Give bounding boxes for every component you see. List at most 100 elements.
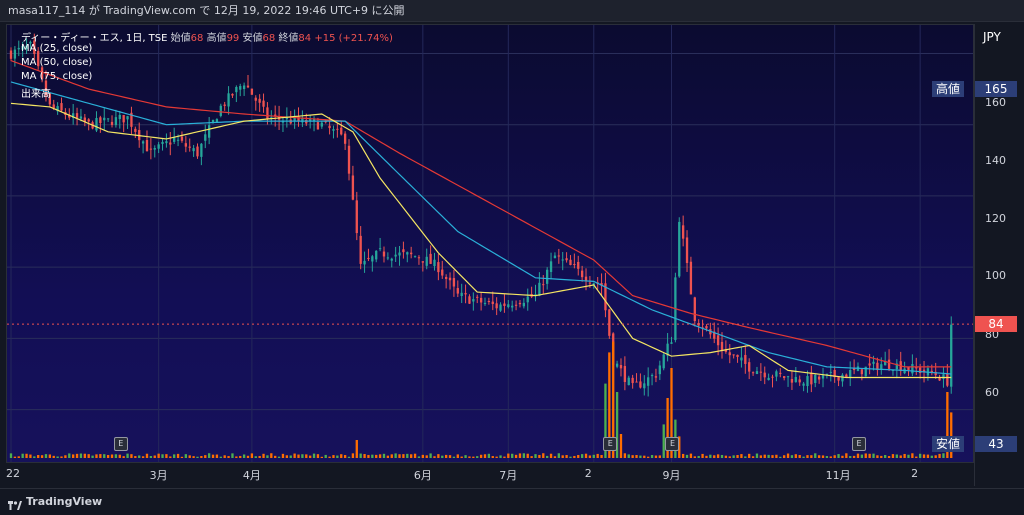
candle-body xyxy=(802,383,805,386)
volume-bar xyxy=(444,454,448,458)
candle-body xyxy=(833,369,836,378)
candle-body xyxy=(231,93,234,96)
candle-body xyxy=(44,80,48,96)
candle-body xyxy=(21,45,24,50)
volume-bar xyxy=(685,454,689,458)
volume-bar xyxy=(534,454,537,458)
volume-bar xyxy=(503,456,506,458)
candle-body xyxy=(324,121,327,123)
volume-bar xyxy=(75,453,79,458)
candle-body xyxy=(40,67,44,80)
volume-bar xyxy=(48,454,52,458)
volume-bar xyxy=(825,456,829,458)
volume-bar xyxy=(802,456,805,458)
high-price-tag-value: 165 xyxy=(975,81,1017,97)
price-axis[interactable]: JPY 160 140 120 100 80 60 165 84 43 xyxy=(974,24,1018,486)
candle-body xyxy=(759,371,763,373)
earnings-marker-icon[interactable]: E xyxy=(603,437,618,451)
volume-bar xyxy=(891,454,895,458)
candle-body xyxy=(790,379,794,383)
ma75-legend[interactable]: MA (75, close) xyxy=(21,71,93,82)
candle-body xyxy=(118,114,121,120)
volume-bar xyxy=(309,455,312,458)
candle-body xyxy=(565,258,568,261)
volume-bar xyxy=(184,454,187,458)
price-chart[interactable] xyxy=(7,25,973,485)
earnings-marker-icon[interactable]: E xyxy=(665,437,680,451)
ma25-legend[interactable]: MA (25, close) xyxy=(21,43,93,54)
volume-bar xyxy=(207,453,211,458)
candle-body xyxy=(316,122,320,130)
candle-body xyxy=(204,134,207,141)
candle-body xyxy=(25,45,28,50)
volume-bar xyxy=(367,454,370,458)
volume-bar xyxy=(437,454,440,458)
candle-body xyxy=(887,359,891,369)
volume-bar xyxy=(876,455,879,458)
candle-body xyxy=(744,354,747,364)
candle-body xyxy=(895,363,898,370)
ma50-legend[interactable]: MA (50, close) xyxy=(21,57,93,68)
candle-body xyxy=(176,139,180,141)
candle-body xyxy=(165,141,168,144)
candle-body xyxy=(771,376,774,378)
volume-bar xyxy=(188,455,191,458)
volume-bar xyxy=(460,456,463,458)
candle-body xyxy=(499,304,502,311)
candle-body xyxy=(779,372,782,374)
candle-body xyxy=(561,259,564,261)
symbol-title: ディー・ディー・エス, 1日, TSE xyxy=(21,33,168,44)
volume-bar xyxy=(530,456,533,458)
volume-bar xyxy=(235,456,238,458)
volume-bar xyxy=(720,454,724,458)
tradingview-logo-icon[interactable] xyxy=(8,496,22,510)
candle-body xyxy=(95,117,98,131)
volume-bar xyxy=(87,454,90,458)
candle-body xyxy=(798,379,801,383)
volume-bar xyxy=(211,454,215,458)
candle-body xyxy=(429,253,432,264)
candle-body xyxy=(87,119,90,122)
candle-body xyxy=(301,117,304,123)
volume-bar xyxy=(946,392,949,458)
volume-bar xyxy=(297,454,300,458)
volume-bar xyxy=(755,453,759,458)
time-axis[interactable]: 22 3月 4月 6月 7月 2 9月 11月 2 xyxy=(6,462,974,486)
volume-bar xyxy=(658,455,661,458)
volume-bar xyxy=(670,368,673,458)
volume-bar xyxy=(196,456,199,458)
tradingview-brand[interactable]: TradingView xyxy=(26,495,103,508)
volume-bar xyxy=(417,456,421,458)
candle-body xyxy=(413,256,417,258)
candle-body xyxy=(479,297,483,303)
volume-bar xyxy=(328,456,331,458)
volume-bar xyxy=(608,352,611,458)
volume-bar xyxy=(783,455,786,458)
volume-bar xyxy=(25,453,28,458)
candle-body xyxy=(852,368,856,371)
candle-body xyxy=(309,118,312,122)
volume-bar xyxy=(654,455,658,458)
candle-body xyxy=(783,376,786,378)
volume-bar xyxy=(701,453,704,458)
candle-body xyxy=(817,376,821,380)
earnings-marker-icon[interactable]: E xyxy=(113,437,128,451)
earnings-marker-icon[interactable]: E xyxy=(851,437,866,451)
volume-bar xyxy=(476,456,479,458)
volume-bar xyxy=(122,456,125,458)
candle-body xyxy=(751,372,755,374)
candle-body xyxy=(13,49,17,59)
volume-bar xyxy=(138,455,141,458)
candle-body xyxy=(514,304,518,306)
candle-body xyxy=(666,343,669,356)
chart-pane[interactable]: ディー・ディー・エス, 1日, TSE 始値68 高値99 安値68 終値84 … xyxy=(6,24,974,486)
volume-bar xyxy=(693,456,696,458)
open-label: 始値 xyxy=(170,33,191,44)
volume-legend[interactable]: 出来高 xyxy=(21,89,51,100)
time-axis-label: 7月 xyxy=(499,469,518,482)
volume-bar xyxy=(542,453,545,458)
candle-body xyxy=(367,257,370,260)
volume-bar xyxy=(911,453,914,458)
ma75-line xyxy=(10,60,952,368)
volume-bar xyxy=(887,456,891,458)
